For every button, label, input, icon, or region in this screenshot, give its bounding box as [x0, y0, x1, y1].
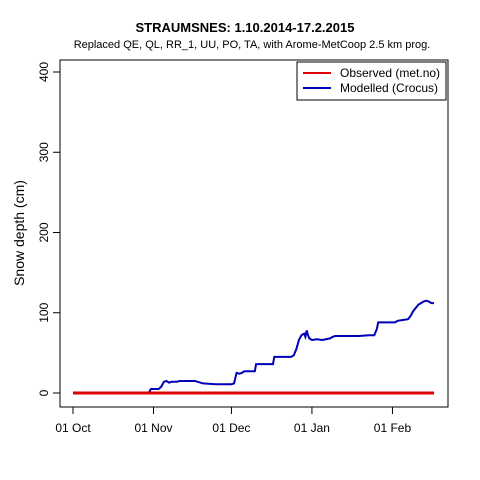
x-tick-label: 01 Oct [55, 421, 91, 435]
x-tick-label: 01 Feb [374, 421, 412, 435]
legend-label-observed: Observed (met.no) [340, 66, 440, 80]
y-axis-label: Snow depth (cm) [11, 180, 27, 286]
series-layer [73, 299, 434, 395]
legend: Observed (met.no) Modelled (Crocus) [296, 61, 447, 101]
x-tick-label: 01 Dec [212, 421, 250, 435]
y-tick-label: 200 [37, 222, 51, 242]
chart-title: STRAUMSNES: 1.10.2014-17.2.2015 [136, 20, 355, 35]
y-tick-label: 400 [37, 62, 51, 82]
x-axis: 01 Oct 01 Nov 01 Dec 01 Jan 01 Feb [55, 406, 412, 435]
legend-box [296, 61, 447, 101]
y-tick-label: 0 [37, 389, 51, 396]
series-line-modelled [73, 299, 434, 394]
plot-area-frame [59, 59, 449, 408]
y-tick-label: 100 [37, 302, 51, 322]
x-tick-label: 01 Nov [134, 421, 172, 435]
y-tick-label: 300 [37, 142, 51, 162]
y-axis: 0 100 200 300 400 [37, 62, 61, 396]
x-tick-label: 01 Jan [294, 421, 330, 435]
chart-subtitle: Replaced QE, QL, RR_1, UU, PO, TA, with … [74, 39, 431, 51]
legend-label-modelled: Modelled (Crocus) [340, 81, 438, 95]
